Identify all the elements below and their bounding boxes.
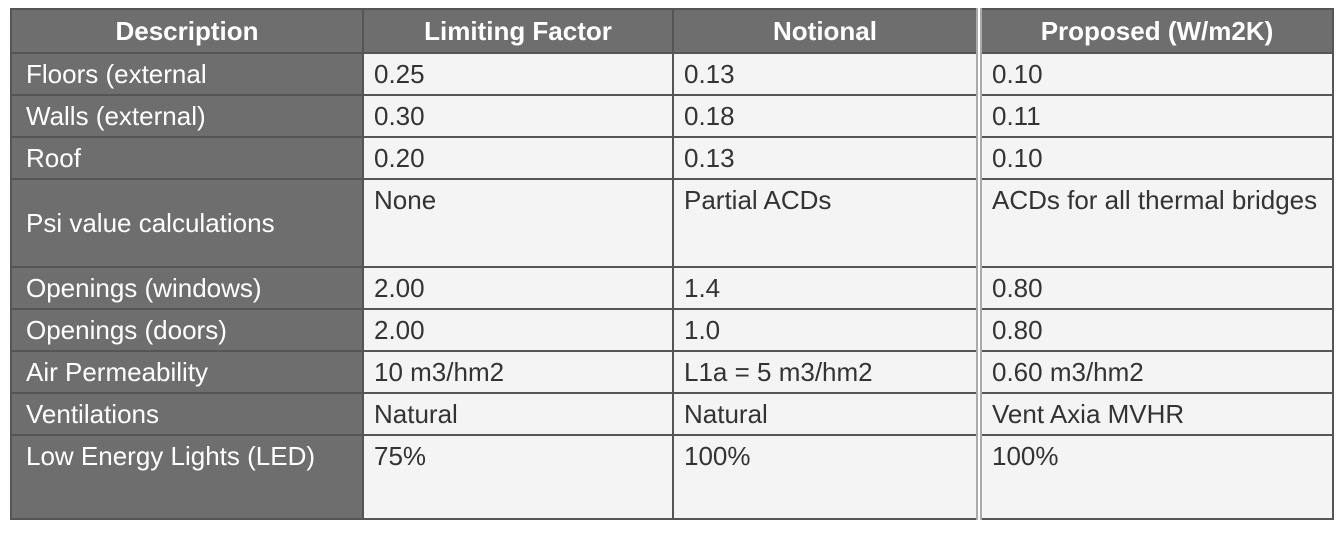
table-row: Openings (windows) 2.00 1.4 0.80: [10, 266, 1334, 310]
cell: 0.10: [976, 136, 1334, 180]
table-row: Air Permeability 10 m3/hm2 L1a = 5 m3/hm2 0…: [10, 350, 1334, 394]
cell: 2.00: [362, 308, 674, 352]
cell: L1a = 5 m3/hm2: [672, 350, 980, 394]
cell: 0.20: [362, 136, 674, 180]
cell: 1.4: [672, 266, 980, 310]
header-cell: Limiting Factor: [362, 8, 674, 54]
header-cell: Notional: [672, 8, 980, 54]
row-label: Low Energy Lights (LED): [10, 434, 364, 520]
cell: 0.11: [976, 94, 1334, 138]
header-cell: Description: [10, 8, 364, 54]
row-label: Ventilations: [10, 392, 364, 436]
cell: 2.00: [362, 266, 674, 310]
row-label: Floors (external: [10, 52, 364, 96]
cell: 10 m3/hm2: [362, 350, 674, 394]
cell: Natural: [672, 392, 980, 436]
table-row: Psi value calculations None Partial ACDs AC…: [10, 178, 1334, 268]
cell: 75%: [362, 434, 674, 520]
table-body: Floors (external 0.25 0.13 0.10 Walls (exter…: [10, 52, 1334, 520]
cell: 100%: [672, 434, 980, 520]
table-row: Ventilations Natural Natural Vent Axia MVHR: [10, 392, 1334, 436]
row-label: Air Permeability: [10, 350, 364, 394]
table-row: Low Energy Lights (LED) 75% 100% 100%: [10, 434, 1334, 520]
table-row: Openings (doors) 2.00 1.0 0.80: [10, 308, 1334, 352]
row-label: Openings (doors): [10, 308, 364, 352]
cell: Vent Axia MVHR: [976, 392, 1334, 436]
cell: 0.80: [976, 266, 1334, 310]
cell: ACDs for all thermal bridges: [976, 178, 1334, 268]
cell: 1.0: [672, 308, 980, 352]
cell: Natural: [362, 392, 674, 436]
row-label: Openings (windows): [10, 266, 364, 310]
cell: 0.30: [362, 94, 674, 138]
cell: 0.13: [672, 136, 980, 180]
header-cell: Proposed (W/m2K): [976, 8, 1334, 54]
cell: 0.60 m3/hm2: [976, 350, 1334, 394]
cell: 0.80: [976, 308, 1334, 352]
row-label: Walls (external): [10, 94, 364, 138]
cell: 100%: [976, 434, 1334, 520]
table-row: Roof 0.20 0.13 0.10: [10, 136, 1334, 180]
row-label: Roof: [10, 136, 364, 180]
table-row: Walls (external) 0.30 0.18 0.11: [10, 94, 1334, 138]
cell: 0.18: [672, 94, 980, 138]
cell: 0.13: [672, 52, 980, 96]
data-table: Description Limiting Factor Notional Propos…: [10, 8, 1334, 520]
cell: 0.25: [362, 52, 674, 96]
cell: 0.10: [976, 52, 1334, 96]
cell: None: [362, 178, 674, 268]
table-row: Floors (external 0.25 0.13 0.10: [10, 52, 1334, 96]
cell: Partial ACDs: [672, 178, 980, 268]
header-row: Description Limiting Factor Notional Propos…: [10, 8, 1334, 54]
row-label: Psi value calculations: [10, 178, 364, 268]
